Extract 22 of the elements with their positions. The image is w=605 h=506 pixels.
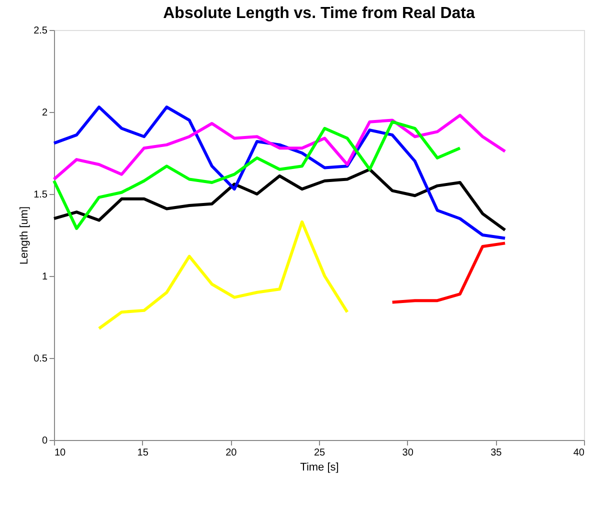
x-tick-label: 25 bbox=[314, 448, 326, 458]
x-tick-label: 40 bbox=[573, 448, 585, 458]
x-axis-title: Time [s] bbox=[300, 462, 339, 474]
y-tick-label: 1.5 bbox=[34, 190, 48, 200]
y-tick-label: 0.5 bbox=[34, 354, 48, 364]
line-series bbox=[52, 168, 507, 232]
line-series bbox=[390, 242, 507, 304]
y-tick-label: 2.5 bbox=[34, 26, 48, 36]
x-tick-label: 35 bbox=[490, 448, 502, 458]
x-tick-label: 15 bbox=[137, 448, 149, 458]
line-series bbox=[98, 220, 349, 330]
x-tick-label: 30 bbox=[402, 448, 414, 458]
chart-title: Absolute Length vs. Time from Real Data bbox=[163, 5, 475, 22]
line-series bbox=[52, 120, 462, 230]
x-tick-label: 10 bbox=[54, 448, 66, 458]
x-tick-label: 20 bbox=[226, 448, 238, 458]
y-tick-label: 0 bbox=[42, 436, 48, 446]
y-axis-title: Length [um] bbox=[18, 206, 31, 265]
line-series bbox=[52, 114, 507, 181]
line-series bbox=[52, 106, 507, 240]
y-tick-label: 1 bbox=[42, 272, 48, 282]
y-tick-label: 2 bbox=[42, 108, 48, 118]
